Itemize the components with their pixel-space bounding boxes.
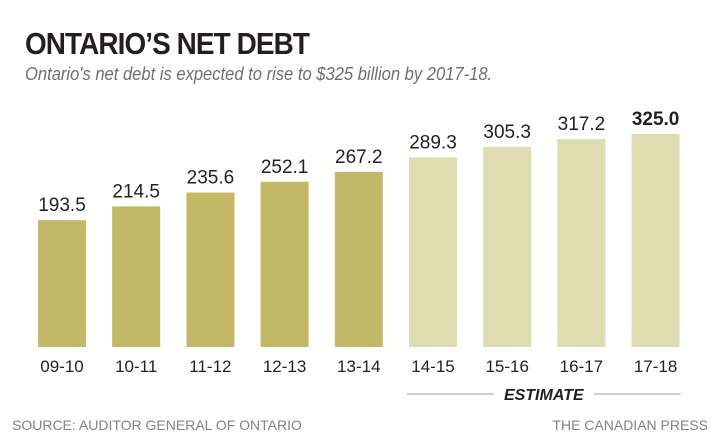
value-label: 325.0 — [632, 109, 680, 130]
bar-09-10 — [38, 220, 86, 347]
x-tick-label: 11-12 — [189, 357, 231, 376]
x-tick-label: 14-15 — [411, 357, 454, 376]
x-tick-label: 15-16 — [485, 357, 528, 376]
value-label: 317.2 — [558, 114, 606, 135]
bar-15-16 — [483, 146, 532, 347]
value-label: 252.1 — [261, 157, 309, 178]
bar-17-18 — [631, 134, 680, 347]
bar-14-15 — [409, 157, 457, 347]
chart-subtitle: Ontario's net debt is expected to rise t… — [25, 64, 493, 84]
value-label: 267.2 — [335, 147, 383, 168]
chart-title: ONTARIO’S NET DEBT — [25, 26, 310, 61]
x-tick-label: 12-13 — [263, 357, 306, 376]
x-tick-label: 13-14 — [337, 357, 380, 376]
estimate-label: ESTIMATE — [504, 387, 585, 404]
value-label: 289.3 — [409, 132, 457, 153]
value-label: 305.3 — [483, 122, 531, 143]
value-label: 214.5 — [112, 181, 160, 202]
x-tick-label: 16-17 — [560, 357, 603, 376]
bar-10-11 — [112, 206, 161, 347]
value-label: 235.6 — [187, 168, 235, 189]
bar-11-12 — [186, 192, 235, 347]
x-tick-label: 17-18 — [634, 357, 677, 376]
bar-13-14 — [334, 171, 383, 347]
x-tick-label: 10-11 — [115, 357, 157, 376]
source-note: SOURCE: AUDITOR GENERAL OF ONTARIO — [12, 417, 302, 433]
bar-16-17 — [557, 139, 606, 347]
credit-note: THE CANADIAN PRESS — [552, 417, 708, 433]
value-label: 193.5 — [38, 195, 86, 216]
x-tick-label: 09-10 — [40, 357, 83, 376]
bar-12-13 — [260, 181, 309, 347]
